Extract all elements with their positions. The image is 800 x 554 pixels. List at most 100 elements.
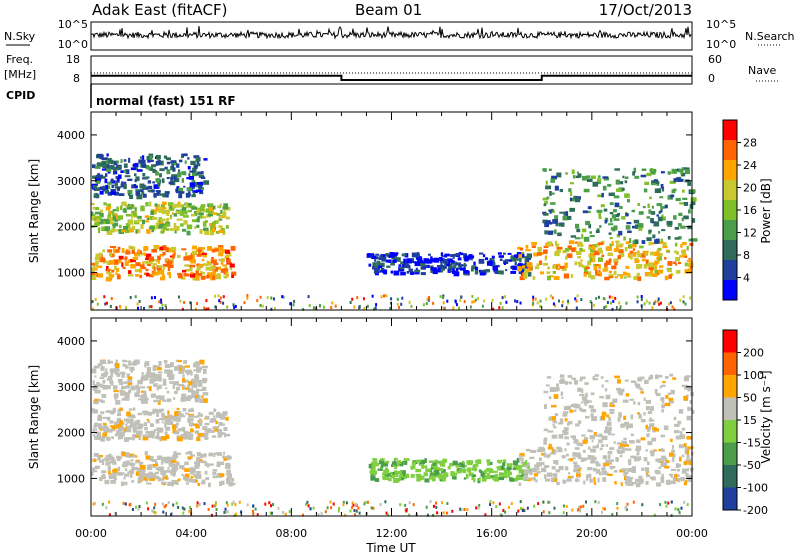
data-cell bbox=[182, 205, 185, 209]
ground-scatter-cell bbox=[426, 513, 429, 517]
data-cell bbox=[225, 473, 231, 476]
data-cell bbox=[603, 208, 608, 212]
ground-scatter-cell bbox=[521, 509, 524, 512]
data-cell bbox=[522, 464, 526, 467]
time-tick-label: 00:00 bbox=[676, 527, 708, 540]
data-cell bbox=[652, 262, 658, 266]
data-cell bbox=[371, 461, 375, 464]
data-cell bbox=[183, 431, 189, 434]
data-cell bbox=[105, 385, 111, 390]
data-cell bbox=[588, 446, 591, 450]
data-cell bbox=[637, 203, 641, 206]
data-cell bbox=[551, 192, 555, 195]
data-cell bbox=[163, 360, 168, 364]
data-cell bbox=[648, 241, 652, 246]
data-cell bbox=[124, 230, 130, 234]
data-cell bbox=[646, 216, 650, 219]
data-cell bbox=[108, 260, 115, 265]
data-cell bbox=[194, 397, 197, 401]
ground-scatter-cell bbox=[597, 295, 600, 299]
data-cell bbox=[171, 481, 174, 487]
data-cell bbox=[98, 229, 101, 234]
data-cell bbox=[231, 274, 234, 278]
data-cell bbox=[93, 216, 98, 221]
data-cell bbox=[225, 272, 228, 278]
data-cell bbox=[186, 371, 190, 376]
data-cell bbox=[150, 374, 157, 379]
data-cell bbox=[649, 196, 652, 200]
data-cell bbox=[173, 381, 179, 386]
data-cell bbox=[197, 433, 204, 437]
data-cell bbox=[106, 206, 112, 209]
ground-scatter-cell bbox=[305, 502, 308, 506]
ground-scatter-cell bbox=[442, 301, 445, 305]
data-cell bbox=[678, 236, 682, 240]
data-cell bbox=[190, 428, 194, 433]
data-cell bbox=[166, 169, 171, 175]
data-cell bbox=[192, 415, 199, 418]
data-cell bbox=[196, 208, 202, 214]
data-cell bbox=[157, 409, 160, 413]
data-cell bbox=[185, 387, 189, 390]
ground-scatter-cell bbox=[502, 509, 505, 512]
data-cell bbox=[513, 466, 519, 471]
data-cell bbox=[541, 461, 545, 466]
data-cell bbox=[187, 209, 192, 213]
data-cell bbox=[157, 455, 163, 458]
data-cell bbox=[150, 210, 155, 216]
data-cell bbox=[588, 273, 592, 278]
data-cell bbox=[144, 220, 150, 223]
ground-scatter-cell bbox=[342, 503, 345, 507]
data-cell bbox=[149, 274, 154, 278]
data-cell bbox=[148, 155, 153, 161]
data-cell bbox=[668, 400, 674, 404]
data-cell bbox=[195, 395, 198, 399]
data-cell bbox=[675, 177, 680, 181]
data-cell bbox=[575, 452, 581, 458]
data-cell bbox=[162, 474, 166, 478]
data-cell bbox=[378, 257, 384, 260]
data-cell bbox=[130, 263, 136, 269]
data-cell bbox=[148, 386, 152, 392]
data-cell bbox=[178, 193, 183, 199]
data-cell bbox=[609, 402, 614, 405]
data-cell bbox=[647, 427, 651, 432]
ground-scatter-cell bbox=[175, 501, 178, 505]
data-cell bbox=[472, 465, 475, 468]
data-cell bbox=[127, 360, 132, 363]
data-cell bbox=[175, 461, 180, 466]
data-cell bbox=[505, 269, 508, 272]
data-cell bbox=[493, 470, 498, 473]
data-cell bbox=[611, 240, 614, 246]
data-cell bbox=[523, 275, 528, 279]
ground-scatter-cell bbox=[489, 500, 492, 504]
data-cell bbox=[667, 171, 671, 175]
ground-scatter-cell bbox=[625, 508, 628, 512]
data-cell bbox=[110, 411, 115, 415]
ground-scatter-cell bbox=[435, 501, 437, 505]
data-cell bbox=[126, 384, 130, 389]
data-cell bbox=[463, 262, 466, 268]
data-cell bbox=[480, 270, 487, 273]
data-cell bbox=[94, 166, 101, 169]
data-cell bbox=[613, 248, 620, 252]
data-cell bbox=[131, 210, 137, 214]
data-cell bbox=[651, 183, 656, 186]
data-cell bbox=[185, 269, 191, 272]
data-cell bbox=[125, 365, 129, 369]
data-cell bbox=[182, 374, 185, 378]
data-cell bbox=[471, 265, 477, 270]
data-cell bbox=[629, 398, 635, 401]
data-cell bbox=[146, 467, 153, 471]
data-cell bbox=[587, 260, 592, 266]
data-cell bbox=[631, 209, 636, 213]
data-cell bbox=[137, 249, 140, 254]
data-cell bbox=[673, 430, 680, 434]
data-cell bbox=[554, 413, 559, 416]
data-cell bbox=[165, 194, 169, 198]
data-cell bbox=[571, 169, 575, 175]
data-cell bbox=[486, 459, 491, 463]
data-cell bbox=[537, 252, 542, 256]
data-cell bbox=[92, 369, 97, 374]
data-cell bbox=[160, 230, 165, 234]
